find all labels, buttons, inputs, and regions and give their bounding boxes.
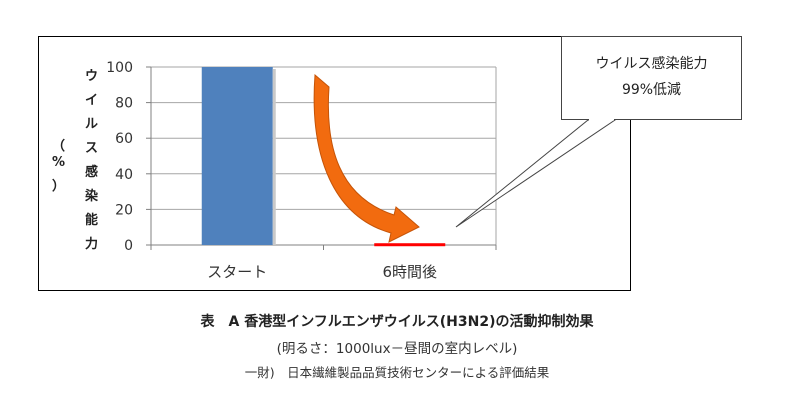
y-axis-label-char: ス — [85, 141, 99, 156]
y-tick-label: 0 — [124, 238, 133, 254]
y-axis-label-char: ウ — [85, 69, 99, 84]
y-axis-label-char: 感 — [85, 165, 99, 180]
callout-line-2: 99%低減 — [621, 82, 682, 98]
y-axis-unit-char: （ — [52, 139, 66, 154]
caption-source: 一財) 日本繊維製品品質技術センターによる評価結果 — [244, 365, 550, 380]
bar-chart: 0 20 40 60 80 100 スタート 6時間後 — [106, 60, 497, 281]
bar — [374, 243, 446, 247]
y-tick-label: 80 — [115, 96, 133, 112]
y-axis-unit-char: % — [52, 155, 66, 170]
y-tick-label: 100 — [106, 60, 133, 76]
orange-arrow — [313, 73, 420, 243]
chart-frame: 0 20 40 60 80 100 スタート 6時間後 ウイルス感染能力 （% ） — [38, 36, 631, 291]
y-axis-unit-char: ） — [52, 179, 66, 194]
callout-line-1: ウイルス感染能力 — [595, 56, 708, 72]
y-axis-label-char: 能 — [85, 213, 99, 228]
bar — [201, 67, 273, 245]
callout-box: ウイルス感染能力 99%低減 — [561, 36, 742, 120]
y-axis-label-char: イ — [85, 93, 99, 108]
y-axis-label-char: ル — [85, 117, 99, 132]
x-tick-label: スタート — [207, 263, 267, 281]
y-tick-label: 20 — [115, 202, 133, 218]
y-axis-label-char: 力 — [85, 237, 99, 252]
y-axis-label-char: 染 — [85, 189, 99, 204]
caption-subtitle: (明るさ：1000lux－昼間の室内レベル) — [276, 341, 518, 357]
bar-shadow — [272, 69, 276, 245]
x-tick-label: 6時間後 — [382, 263, 437, 281]
y-tick-label: 60 — [115, 131, 133, 147]
caption-title: 表 A 香港型インフルエンザウイルス(H3N2)の活動抑制効果 — [200, 314, 594, 330]
y-tick-label: 40 — [115, 167, 133, 183]
